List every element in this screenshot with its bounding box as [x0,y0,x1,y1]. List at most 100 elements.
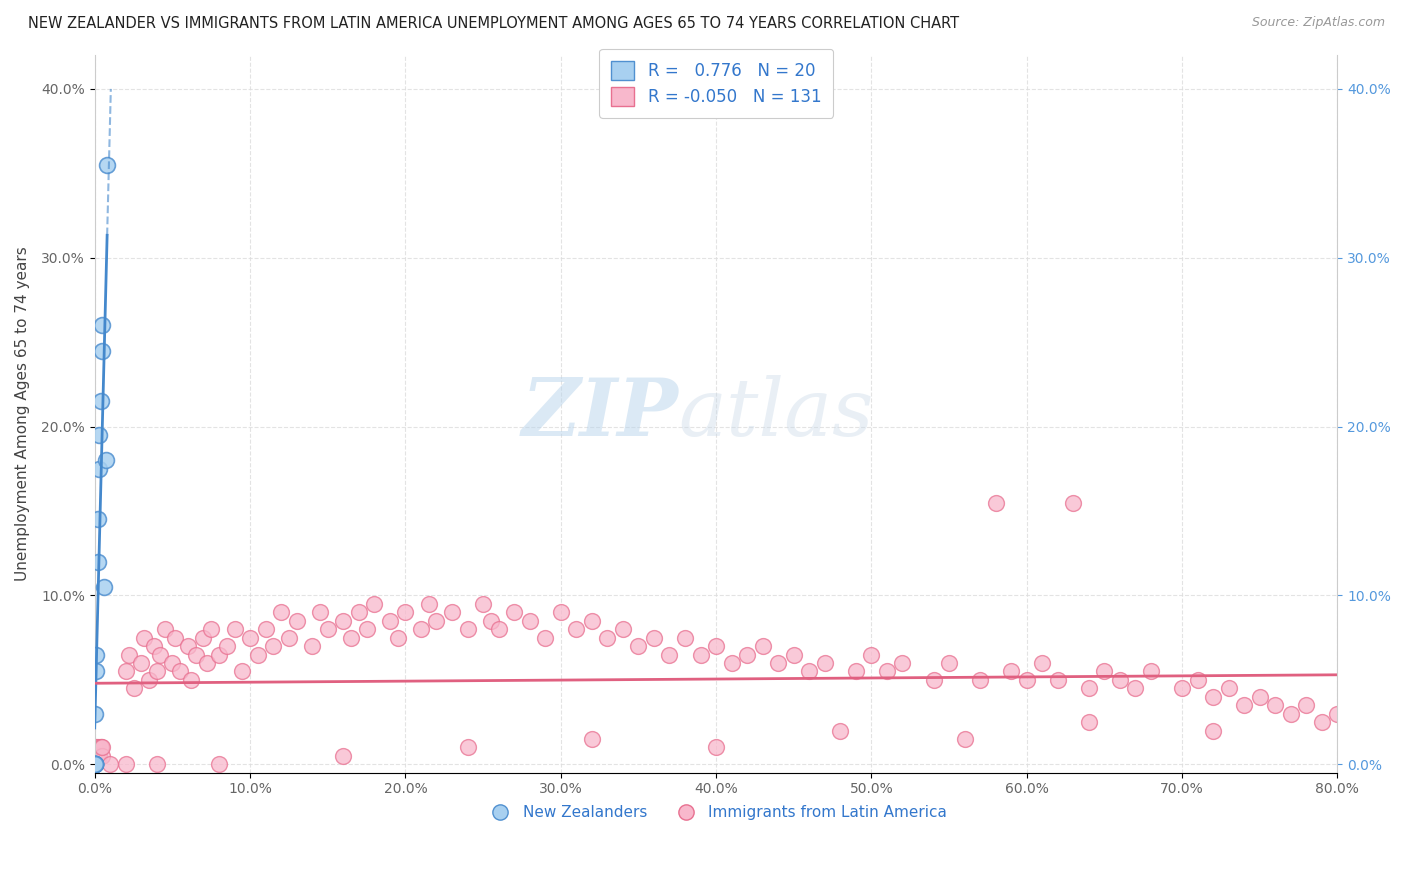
Point [1264,698,1286,713]
Point [146,665,169,679]
Point [596,631,619,645]
Point [84,748,107,763]
Point [1187,673,1209,687]
Point [93,580,115,594]
Point [1015,673,1038,687]
Point [1326,706,1348,721]
Point [440,605,463,619]
Point [891,656,914,670]
Point [751,639,773,653]
Point [1202,690,1225,704]
Point [122,681,145,696]
Point [472,597,495,611]
Point [91,748,114,763]
Point [457,622,479,636]
Point [1171,681,1194,696]
Point [581,614,603,628]
Point [332,748,354,763]
Point [1000,665,1022,679]
Point [208,757,231,772]
Point [90,740,112,755]
Point [309,605,332,619]
Point [254,622,277,636]
Point [689,648,711,662]
Point [87,555,110,569]
Point [550,605,572,619]
Point [91,343,114,358]
Point [83,757,105,772]
Point [332,614,354,628]
Point [783,648,806,662]
Point [84,748,107,763]
Point [84,665,107,679]
Point [340,631,363,645]
Point [479,614,502,628]
Point [231,665,253,679]
Point [83,757,105,772]
Point [720,656,742,670]
Point [134,631,156,645]
Point [87,748,110,763]
Legend: New Zealanders, Immigrants from Latin America: New Zealanders, Immigrants from Latin Am… [478,799,953,826]
Point [83,757,105,772]
Point [162,656,184,670]
Point [83,757,105,772]
Point [83,748,105,763]
Point [169,665,191,679]
Point [138,673,160,687]
Point [118,648,141,662]
Point [534,631,557,645]
Point [114,757,136,772]
Point [565,622,588,636]
Point [387,631,409,645]
Point [84,740,107,755]
Point [658,648,681,662]
Point [83,706,105,721]
Point [94,453,117,467]
Point [177,639,200,653]
Point [969,673,991,687]
Point [1077,681,1099,696]
Point [1109,673,1132,687]
Point [378,614,401,628]
Point [83,757,105,772]
Text: atlas: atlas [679,376,875,452]
Point [643,631,665,645]
Point [153,622,176,636]
Point [91,740,114,755]
Text: Source: ZipAtlas.com: Source: ZipAtlas.com [1251,16,1385,29]
Point [394,605,416,619]
Point [131,656,153,670]
Point [418,597,440,611]
Point [845,665,868,679]
Point [246,648,269,662]
Point [301,639,323,653]
Text: ZIP: ZIP [522,376,679,452]
Point [90,394,112,409]
Point [83,748,105,763]
Point [114,665,136,679]
Point [87,740,110,755]
Point [953,731,976,746]
Point [984,495,1007,509]
Point [87,512,110,526]
Point [89,462,111,476]
Point [83,757,105,772]
Point [1062,495,1084,509]
Y-axis label: Unemployment Among Ages 65 to 74 years: Unemployment Among Ages 65 to 74 years [15,246,30,582]
Point [1140,665,1163,679]
Point [277,631,299,645]
Point [83,757,105,772]
Point [146,757,169,772]
Point [224,622,246,636]
Point [830,723,852,738]
Point [83,757,105,772]
Point [735,648,758,662]
Point [1279,706,1302,721]
Point [363,597,385,611]
Point [215,639,238,653]
Point [1077,715,1099,730]
Point [83,757,105,772]
Point [1202,723,1225,738]
Point [184,648,207,662]
